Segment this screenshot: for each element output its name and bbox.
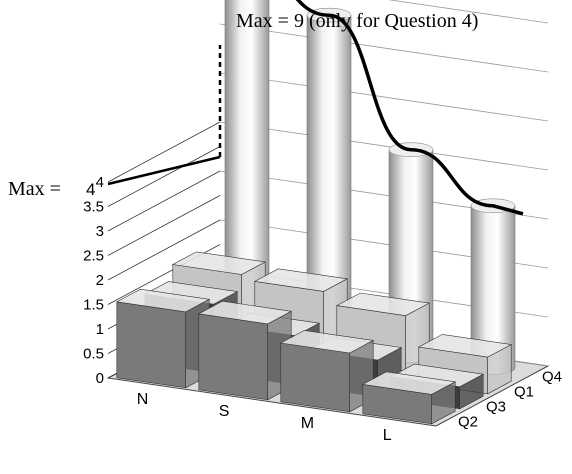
bar-top xyxy=(171,251,267,275)
gridline-back xyxy=(219,72,549,122)
y-tick-label: 3.5 xyxy=(83,199,104,216)
gridline-side xyxy=(107,170,221,232)
max4-pointer xyxy=(107,155,221,186)
y-tick-label: 1.5 xyxy=(83,297,104,314)
y-tick-label: 1 xyxy=(96,321,104,338)
gridline-side xyxy=(107,219,221,281)
series-label-Q1: Q1 xyxy=(514,384,534,401)
gridline-back xyxy=(388,0,549,24)
gridline-side xyxy=(107,121,221,183)
category-label-N: N xyxy=(137,391,149,408)
bar-top xyxy=(335,292,431,317)
bar-Q2-S xyxy=(197,300,293,401)
series-label-Q4: Q4 xyxy=(542,369,562,386)
y-tick-label: 0 xyxy=(96,370,104,387)
max-9-annotation: Max = 9 (only for Question 4) xyxy=(236,10,478,32)
bar-Q2-M xyxy=(279,330,375,413)
y-tick-label: 2 xyxy=(96,272,104,289)
bar-top xyxy=(417,334,513,358)
gridline-back xyxy=(219,23,549,73)
gridline-side xyxy=(107,146,221,207)
gridline-back xyxy=(219,121,549,171)
y-tick-label: 2.5 xyxy=(83,248,104,265)
category-label-S: S xyxy=(219,403,230,420)
bar-Q2-N xyxy=(115,288,211,389)
category-label-L: L xyxy=(383,427,392,444)
bar-Q2-L xyxy=(361,371,457,425)
series-label-Q3: Q3 xyxy=(486,399,506,416)
y-tick-label: 3 xyxy=(96,223,104,240)
category-label-M: M xyxy=(301,415,314,432)
y-tick-label: 4 xyxy=(96,174,104,191)
max-4-annotation-prefix: Max = xyxy=(8,178,61,200)
bar-top xyxy=(253,268,349,292)
bar-top xyxy=(361,371,457,395)
bar-top xyxy=(197,300,293,325)
bar-top xyxy=(115,288,211,313)
y-tick-label: 0.5 xyxy=(83,346,104,363)
bar-front xyxy=(116,301,186,389)
series-label-Q2: Q2 xyxy=(458,414,478,431)
max-4-annotation-value: 4 xyxy=(86,180,95,199)
trend-line xyxy=(295,0,524,216)
gridline-side xyxy=(107,195,221,256)
bar-top xyxy=(279,330,375,354)
bar-front xyxy=(280,342,351,413)
bar-front xyxy=(198,313,269,401)
